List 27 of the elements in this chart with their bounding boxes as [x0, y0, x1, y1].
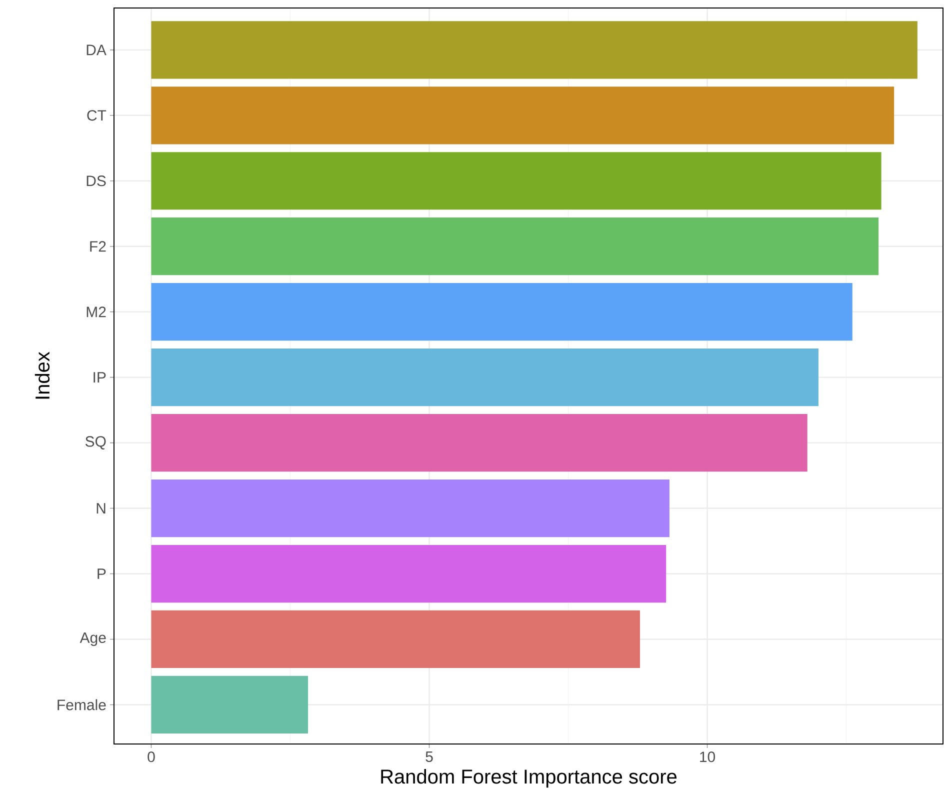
bar — [151, 348, 818, 406]
bar — [151, 218, 879, 276]
bar — [151, 283, 852, 341]
bar — [151, 414, 808, 472]
y-tick-label: P — [98, 568, 106, 579]
y-tick-label: N — [96, 503, 106, 514]
x-tick-label: 5 — [426, 752, 433, 762]
y-tick-label: M2 — [86, 306, 106, 318]
x-tick-label: 10 — [700, 752, 716, 762]
y-tick-label: Female — [58, 699, 106, 710]
x-axis-title: Random Forest Importance score — [381, 769, 677, 788]
bar — [151, 676, 308, 734]
y-axis-title: Index — [34, 352, 50, 399]
y-tick-label: F2 — [90, 241, 106, 252]
bar — [151, 21, 918, 79]
y-tick-label: CT — [87, 110, 106, 121]
y-tick-label: DA — [86, 44, 106, 56]
bar — [151, 86, 894, 144]
y-tick-label: DS — [86, 176, 106, 186]
y-tick-label: SQ — [85, 436, 106, 450]
bar — [151, 610, 640, 668]
x-tick-label: 0 — [148, 752, 155, 762]
y-tick-label: IP — [94, 372, 106, 382]
bar — [151, 152, 882, 210]
bar — [151, 479, 670, 538]
bar — [151, 544, 666, 603]
y-tick-label: Age — [80, 632, 106, 646]
